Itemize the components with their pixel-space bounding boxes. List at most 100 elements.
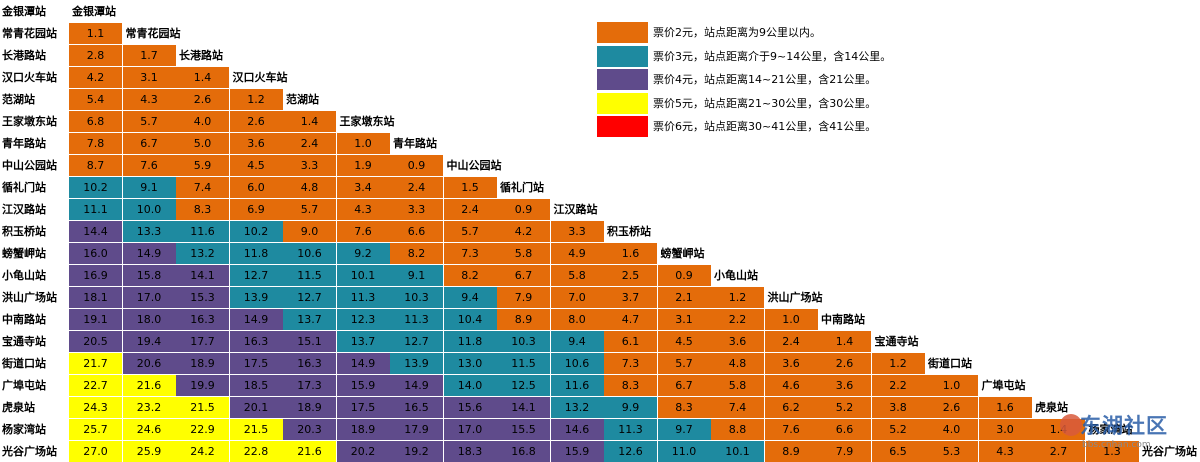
- distance-cell: 4.3: [336, 199, 390, 220]
- distance-cell: 15.9: [336, 375, 390, 396]
- distance-cell: 3.7: [604, 287, 657, 308]
- distance-cell: 14.4: [69, 221, 122, 242]
- distance-cell: 1.0: [764, 309, 818, 330]
- diagonal-station-header: 常青花园站: [122, 23, 181, 44]
- distance-cell: 19.4: [122, 331, 176, 352]
- distance-cell: 7.4: [711, 397, 764, 418]
- distance-cell: 7.9: [497, 287, 550, 308]
- distance-cell: 3.1: [122, 67, 176, 88]
- distance-cell: 19.1: [69, 309, 122, 330]
- distance-cell: 9.1: [122, 177, 176, 198]
- distance-cell: 2.4: [283, 133, 336, 154]
- row-station-label: 广埠屯站: [2, 379, 46, 392]
- distance-cell: 21.5: [176, 397, 229, 418]
- distance-cell: 4.8: [283, 177, 336, 198]
- distance-cell: 17.5: [229, 353, 283, 374]
- distance-cell: 14.1: [176, 265, 229, 286]
- distance-cell: 5.8: [550, 265, 604, 286]
- distance-cell: 25.7: [69, 419, 122, 440]
- row-station-label: 常青花园站: [2, 27, 57, 40]
- distance-cell: 2.6: [818, 353, 871, 374]
- distance-cell: 20.6: [122, 353, 176, 374]
- row-station-label: 洪山广场站: [2, 291, 57, 304]
- distance-cell: 4.7: [604, 309, 657, 330]
- distance-cell: 11.3: [604, 419, 657, 440]
- row-station-label: 青年路站: [2, 137, 46, 150]
- distance-cell: 3.3: [283, 155, 336, 176]
- distance-cell: 9.4: [550, 331, 604, 352]
- distance-cell: 3.3: [390, 199, 443, 220]
- diagonal-station-header: 积玉桥站: [604, 221, 651, 242]
- distance-cell: 12.5: [497, 375, 550, 396]
- distance-cell: 3.0: [978, 419, 1032, 440]
- row-station-label: 螃蟹岬站: [2, 247, 46, 260]
- distance-cell: 5.0: [176, 133, 229, 154]
- distance-cell: 17.7: [176, 331, 229, 352]
- distance-cell: 3.6: [229, 133, 283, 154]
- distance-cell: 1.4: [176, 67, 229, 88]
- distance-cell: 13.2: [550, 397, 604, 418]
- distance-cell: 19.9: [176, 375, 229, 396]
- diagonal-station-header: 汉口火车站: [229, 67, 288, 88]
- distance-cell: 2.5: [604, 265, 657, 286]
- distance-cell: 12.7: [390, 331, 443, 352]
- distance-cell: 4.5: [657, 331, 711, 352]
- distance-cell: 1.5: [443, 177, 497, 198]
- distance-cell: 8.9: [764, 441, 818, 462]
- distance-cell: 4.3: [122, 89, 176, 110]
- diagonal-station-header: 螃蟹岬站: [657, 243, 705, 264]
- legend-swatch-orange: [597, 22, 648, 43]
- distance-cell: 19.2: [390, 441, 443, 462]
- distance-cell: 11.3: [336, 287, 390, 308]
- distance-cell: 7.3: [604, 353, 657, 374]
- legend-text: 票价3元，站点距离介于9~14公里，含14公里。: [653, 49, 892, 63]
- distance-cell: 2.4: [390, 177, 443, 198]
- watermark-logo-icon: [1060, 414, 1082, 436]
- distance-cell: 21.7: [69, 353, 122, 374]
- distance-cell: 11.5: [497, 353, 550, 374]
- distance-cell: 17.0: [122, 287, 176, 308]
- distance-cell: 11.8: [443, 331, 497, 352]
- distance-cell: 24.6: [122, 419, 176, 440]
- diagonal-station-header: 洪山广场站: [764, 287, 823, 308]
- distance-cell: 4.9: [550, 243, 604, 264]
- distance-cell: 4.6: [764, 375, 818, 396]
- distance-cell: 13.0: [443, 353, 497, 374]
- distance-cell: 4.2: [497, 221, 550, 242]
- distance-cell: 5.4: [69, 89, 122, 110]
- distance-cell: 11.0: [657, 441, 711, 462]
- distance-cell: 12.6: [604, 441, 657, 462]
- distance-cell: 10.0: [122, 199, 176, 220]
- distance-cell: 13.3: [122, 221, 176, 242]
- distance-cell: 8.9: [497, 309, 550, 330]
- distance-cell: 13.7: [336, 331, 390, 352]
- diagonal-station-header: 金银潭站: [69, 1, 116, 22]
- distance-cell: 10.1: [711, 441, 764, 462]
- distance-cell: 2.8: [69, 45, 122, 66]
- distance-cell: 5.7: [657, 353, 711, 374]
- distance-cell: 24.2: [176, 441, 229, 462]
- distance-cell: 14.9: [122, 243, 176, 264]
- distance-cell: 4.3: [978, 441, 1032, 462]
- distance-cell: 10.4: [443, 309, 497, 330]
- row-station-label: 江汉路站: [2, 203, 46, 216]
- watermark-logo-text: 东湖社区: [1080, 414, 1168, 438]
- distance-cell: 8.3: [604, 375, 657, 396]
- distance-cell: 18.0: [122, 309, 176, 330]
- distance-cell: 0.9: [657, 265, 711, 286]
- distance-cell: 15.3: [176, 287, 229, 308]
- distance-cell: 13.9: [229, 287, 283, 308]
- distance-cell: 15.1: [283, 331, 336, 352]
- distance-cell: 6.5: [871, 441, 925, 462]
- distance-cell: 7.4: [176, 177, 229, 198]
- distance-cell: 17.0: [443, 419, 497, 440]
- distance-cell: 12.7: [229, 265, 283, 286]
- distance-cell: 2.2: [711, 309, 764, 330]
- distance-cell: 24.3: [69, 397, 122, 418]
- distance-cell: 8.8: [711, 419, 764, 440]
- distance-cell: 6.7: [657, 375, 711, 396]
- distance-cell: 1.2: [871, 353, 925, 374]
- distance-cell: 1.9: [336, 155, 390, 176]
- distance-cell: 2.6: [176, 89, 229, 110]
- distance-cell: 2.4: [443, 199, 497, 220]
